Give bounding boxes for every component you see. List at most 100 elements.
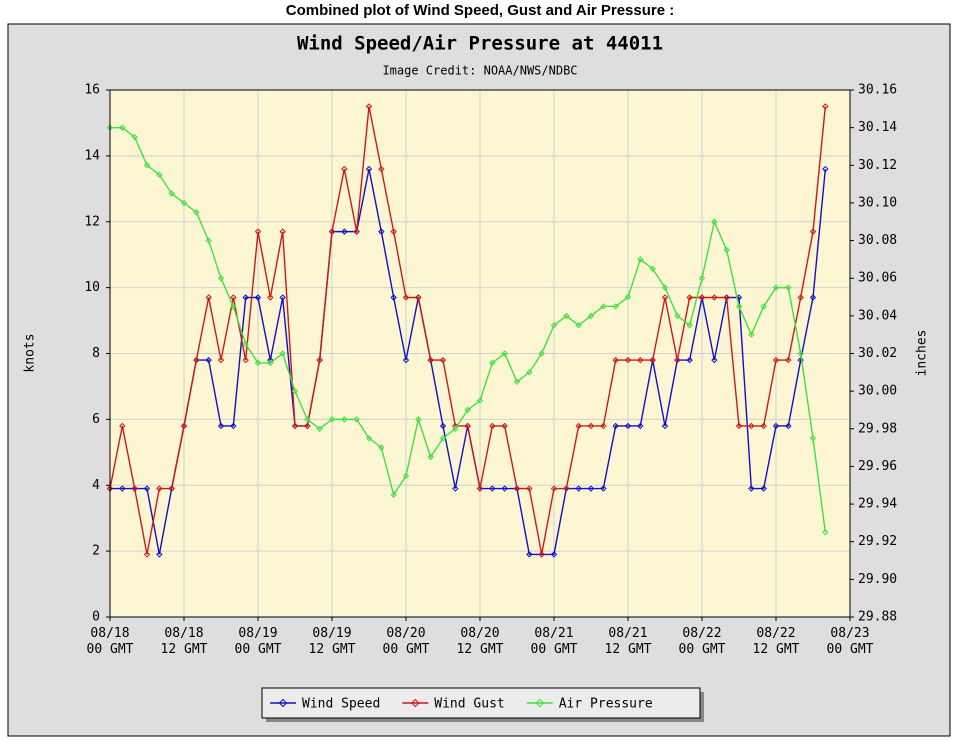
data-point: [119, 422, 126, 430]
data-point: [427, 356, 434, 364]
x-tick-label: 08/21 12 GMT: [604, 626, 652, 657]
data-point: [267, 294, 274, 301]
data-point: [402, 356, 410, 364]
data-point: [180, 199, 188, 207]
data-point: [575, 485, 582, 492]
data-point: [242, 294, 249, 301]
data-point: [686, 294, 693, 301]
data-point: [612, 422, 619, 430]
x-tick-label: 08/21 00 GMT: [530, 626, 578, 657]
data-point: [205, 237, 212, 244]
data-point: [168, 485, 175, 492]
y-axis-label: knots: [23, 333, 38, 372]
data-point: [711, 356, 718, 364]
legend-box: [261, 687, 701, 719]
y2-tick-label: 29.98: [858, 421, 897, 436]
data-point: [748, 485, 755, 492]
legend-marker: [535, 698, 544, 708]
data-point: [439, 434, 447, 442]
data-point: [316, 425, 323, 432]
data-point: [415, 294, 422, 301]
series-line: [110, 126, 827, 533]
data-point: [254, 294, 262, 301]
data-point: [686, 356, 693, 364]
data-point: [600, 422, 607, 430]
data-point: [624, 293, 632, 301]
data-point: [390, 228, 397, 235]
data-point: [735, 422, 743, 430]
data-point: [612, 303, 619, 310]
data-point: [193, 356, 200, 364]
data-point: [452, 485, 459, 492]
data-point: [501, 350, 508, 357]
data-point: [785, 422, 792, 430]
data-point: [772, 422, 780, 430]
data-point: [304, 422, 311, 430]
data-point: [168, 190, 175, 197]
y-tick-label: 12: [84, 214, 100, 229]
page-heading: Combined plot of Wind Speed, Gust and Ai…: [285, 2, 675, 19]
data-point: [501, 422, 508, 430]
data-point: [723, 294, 730, 301]
data-point: [538, 551, 545, 558]
data-point: [279, 294, 286, 301]
data-point: [230, 303, 237, 310]
data-point: [353, 228, 360, 235]
data-point: [575, 422, 582, 430]
data-point: [402, 294, 410, 301]
data-point: [624, 422, 632, 430]
data-point: [439, 356, 447, 364]
data-point: [711, 294, 718, 301]
data-point: [674, 356, 681, 364]
data-point: [661, 294, 669, 301]
data-point: [797, 356, 804, 364]
data-point: [649, 356, 656, 364]
data-point: [563, 312, 570, 320]
data-point: [341, 416, 348, 423]
y2-tick-label: 30.06: [858, 271, 897, 286]
data-point: [600, 485, 607, 492]
data-point: [600, 303, 607, 310]
data-point: [341, 228, 348, 235]
data-point: [230, 294, 237, 301]
data-point: [217, 422, 225, 430]
legend-label: Wind Gust: [434, 697, 504, 712]
legend-label: Air Pressure: [559, 697, 653, 712]
series-line: [109, 106, 827, 555]
y-tick-label: 4: [92, 478, 100, 493]
y2-tick-label: 30.02: [858, 346, 897, 361]
data-point: [328, 228, 336, 235]
data-point: [365, 103, 373, 110]
y2-tick-label: 30.16: [858, 83, 897, 98]
x-tick-label: 08/18 12 GMT: [160, 626, 208, 657]
data-point: [291, 387, 299, 395]
data-point: [464, 422, 471, 430]
data-point: [760, 303, 767, 310]
data-point: [501, 485, 508, 492]
data-point: [131, 133, 138, 141]
data-point: [526, 551, 533, 558]
plot-border: [109, 89, 851, 618]
data-point: [390, 294, 397, 301]
data-point: [353, 416, 360, 423]
data-point: [254, 228, 262, 235]
x-tick-label: 08/22 12 GMT: [752, 626, 800, 657]
data-point: [156, 551, 163, 558]
y2-axis-label: inches: [915, 330, 930, 377]
data-point: [686, 322, 693, 329]
data-point: [205, 356, 212, 364]
data-point: [735, 303, 743, 310]
y2-tick-label: 30.00: [858, 384, 897, 399]
data-point: [378, 228, 385, 235]
y2-tick-label: 29.90: [858, 572, 897, 587]
data-point: [217, 275, 225, 282]
data-point: [772, 284, 780, 291]
data-point: [328, 416, 336, 423]
data-point: [267, 359, 274, 367]
data-point: [489, 359, 496, 367]
data-point: [427, 453, 434, 461]
data-point: [254, 359, 262, 367]
data-point: [575, 322, 582, 329]
data-point: [637, 256, 644, 263]
data-point: [279, 228, 286, 235]
